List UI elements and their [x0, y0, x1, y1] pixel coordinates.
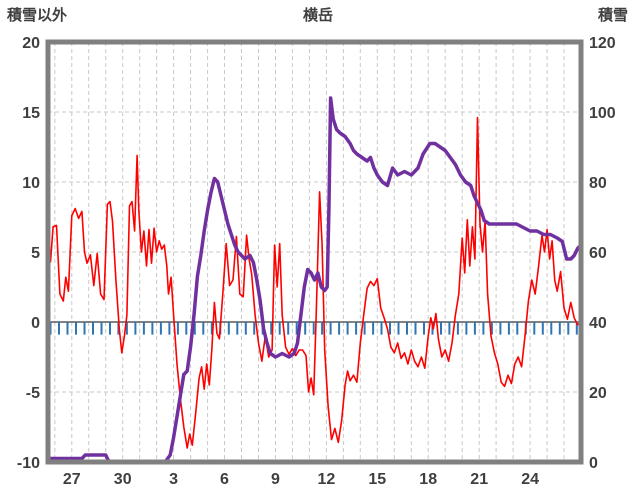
left-axis-tick-label: 5	[31, 245, 40, 262]
left-axis-tick-label: 0	[31, 315, 40, 332]
plot-frame	[45, 39, 584, 465]
right-axis-tick-label: 80	[589, 175, 607, 192]
left-axis-tick-label: 15	[22, 105, 40, 122]
right-axis-tick-label: 120	[589, 35, 616, 52]
x-axis-tick-label: 12	[318, 471, 336, 488]
left-axis-tick-label: -10	[17, 455, 40, 472]
left-axis-title: 積雪以外	[7, 7, 68, 24]
x-axis-tick-label: 15	[368, 471, 386, 488]
x-axis-tick-label: 9	[271, 471, 280, 488]
right-axis-title: 積雪	[597, 7, 628, 24]
x-axis-tick-label: 18	[419, 471, 437, 488]
left-axis-tick-label: -5	[26, 385, 40, 402]
x-axis-tick-label: 3	[169, 471, 178, 488]
x-axis-tick-label: 27	[63, 471, 81, 488]
x-axis-tick-label: 30	[114, 471, 132, 488]
right-axis-tick-label: 100	[589, 105, 616, 122]
left-axis-tick-label: 20	[22, 35, 40, 52]
purple-snow-depth-line-right-axis	[46, 96, 583, 464]
right-axis-tick-label: 60	[589, 245, 607, 262]
x-axis-tick-label: 24	[521, 471, 539, 488]
x-axis-tick-label: 21	[470, 471, 488, 488]
red-line-left-axis	[47, 116, 582, 449]
chart-title: 横岳	[302, 7, 333, 24]
x-axis-tick-label: 6	[220, 471, 229, 488]
right-axis-tick-label: 20	[589, 385, 607, 402]
left-axis-tick-label: 10	[22, 175, 40, 192]
right-axis-tick-label: 40	[589, 315, 607, 332]
right-axis-tick-label: 0	[589, 455, 598, 472]
